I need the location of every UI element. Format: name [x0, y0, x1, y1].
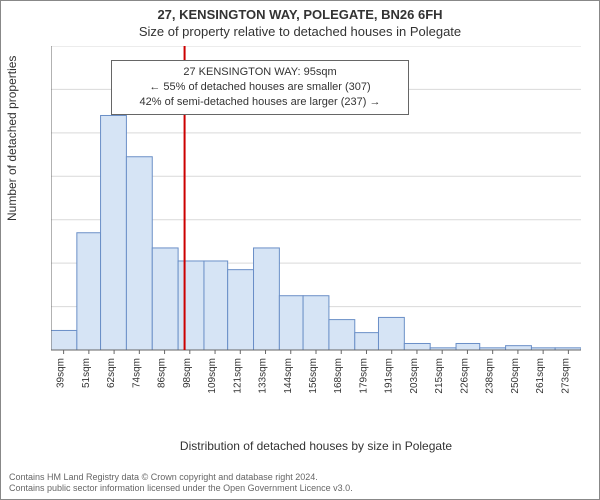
svg-text:121sqm: 121sqm	[232, 358, 243, 394]
svg-text:74sqm: 74sqm	[131, 358, 142, 388]
chart-container: 27, KENSINGTON WAY, POLEGATE, BN26 6FH S…	[0, 0, 600, 500]
svg-text:86sqm: 86sqm	[157, 358, 168, 388]
chart-title-main: 27, KENSINGTON WAY, POLEGATE, BN26 6FH	[1, 7, 599, 22]
annotation-line1: 27 KENSINGTON WAY: 95sqm	[120, 65, 400, 80]
svg-text:203sqm: 203sqm	[409, 358, 420, 394]
footer-attribution: Contains HM Land Registry data © Crown c…	[9, 472, 353, 495]
footer-line2: Contains public sector information licen…	[9, 483, 353, 495]
chart-area: 02040608010012014039sqm51sqm62sqm74sqm86…	[51, 46, 581, 396]
svg-text:144sqm: 144sqm	[283, 358, 294, 394]
chart-title-sub: Size of property relative to detached ho…	[1, 24, 599, 39]
svg-text:133sqm: 133sqm	[258, 358, 269, 394]
svg-text:39sqm: 39sqm	[56, 358, 67, 388]
svg-text:156sqm: 156sqm	[308, 358, 319, 394]
annotation-line2: ← 55% of detached houses are smaller (30…	[120, 80, 400, 95]
svg-text:226sqm: 226sqm	[459, 358, 470, 394]
svg-text:51sqm: 51sqm	[81, 358, 92, 388]
svg-text:250sqm: 250sqm	[510, 358, 521, 394]
svg-text:238sqm: 238sqm	[485, 358, 496, 394]
svg-text:273sqm: 273sqm	[560, 358, 571, 394]
svg-text:191sqm: 191sqm	[384, 358, 395, 394]
annotation-box: 27 KENSINGTON WAY: 95sqm ← 55% of detach…	[111, 60, 409, 115]
svg-text:215sqm: 215sqm	[434, 358, 445, 394]
svg-text:62sqm: 62sqm	[106, 358, 117, 388]
x-axis-label: Distribution of detached houses by size …	[51, 439, 581, 453]
svg-text:179sqm: 179sqm	[358, 358, 369, 394]
annotation-line3: 42% of semi-detached houses are larger (…	[120, 95, 400, 110]
svg-text:98sqm: 98sqm	[182, 358, 193, 388]
svg-text:261sqm: 261sqm	[535, 358, 546, 394]
svg-text:168sqm: 168sqm	[333, 358, 344, 394]
y-axis-label: Number of detached properties	[5, 56, 19, 221]
footer-line1: Contains HM Land Registry data © Crown c…	[9, 472, 353, 484]
svg-text:109sqm: 109sqm	[207, 358, 218, 394]
